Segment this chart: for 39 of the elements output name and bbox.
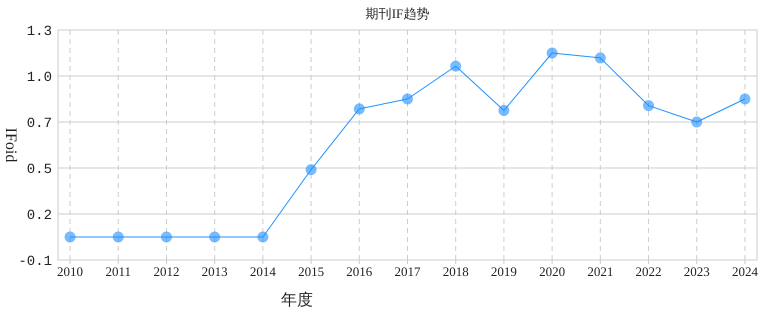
y-tick-label: 0.2 bbox=[26, 208, 52, 224]
x-tick-label: 2024 bbox=[732, 264, 758, 279]
point bbox=[112, 232, 124, 242]
point bbox=[160, 232, 172, 242]
x-tick-label: 2013 bbox=[202, 264, 228, 279]
point bbox=[402, 94, 413, 104]
point bbox=[450, 60, 462, 72]
x-tick-label: 2019 bbox=[490, 264, 517, 279]
y-tick-label: 0.5 bbox=[26, 162, 52, 178]
point bbox=[209, 232, 220, 242]
point bbox=[498, 105, 510, 116]
point bbox=[257, 232, 268, 242]
point bbox=[64, 232, 76, 242]
x-tick-label: 2023 bbox=[684, 264, 710, 279]
point bbox=[546, 48, 558, 58]
x-tick-label: 2017 bbox=[394, 264, 421, 279]
y-tick-label: 1.3 bbox=[26, 24, 52, 40]
x-tick-label: 2018 bbox=[442, 264, 469, 279]
point bbox=[643, 100, 654, 112]
y-tick-label: 1.0 bbox=[26, 70, 52, 86]
x-tick-label: 2011 bbox=[105, 264, 132, 279]
y-axis-title: IFoid bbox=[2, 128, 19, 162]
x-tick-label: 2014 bbox=[250, 264, 276, 279]
x-tick-label: 2010 bbox=[57, 264, 84, 279]
x-tick-label: 2015 bbox=[298, 264, 324, 279]
x-tick-label: 2021 bbox=[587, 264, 614, 279]
point bbox=[739, 94, 750, 104]
y-tick-label: -0.1 bbox=[18, 254, 52, 270]
y-tick-label: 0.7 bbox=[26, 116, 52, 132]
x-axis-title: 年度 bbox=[281, 291, 313, 309]
chart-title: 期刊IF趋势 bbox=[366, 6, 430, 21]
x-tick-label: 2020 bbox=[539, 264, 566, 279]
point bbox=[594, 52, 606, 64]
x-tick-label: 2012 bbox=[153, 264, 180, 279]
point bbox=[691, 116, 702, 128]
point bbox=[354, 103, 365, 114]
x-tick-label: 2022 bbox=[636, 264, 662, 279]
x-tick-label: 2016 bbox=[346, 264, 373, 279]
point bbox=[306, 164, 317, 176]
